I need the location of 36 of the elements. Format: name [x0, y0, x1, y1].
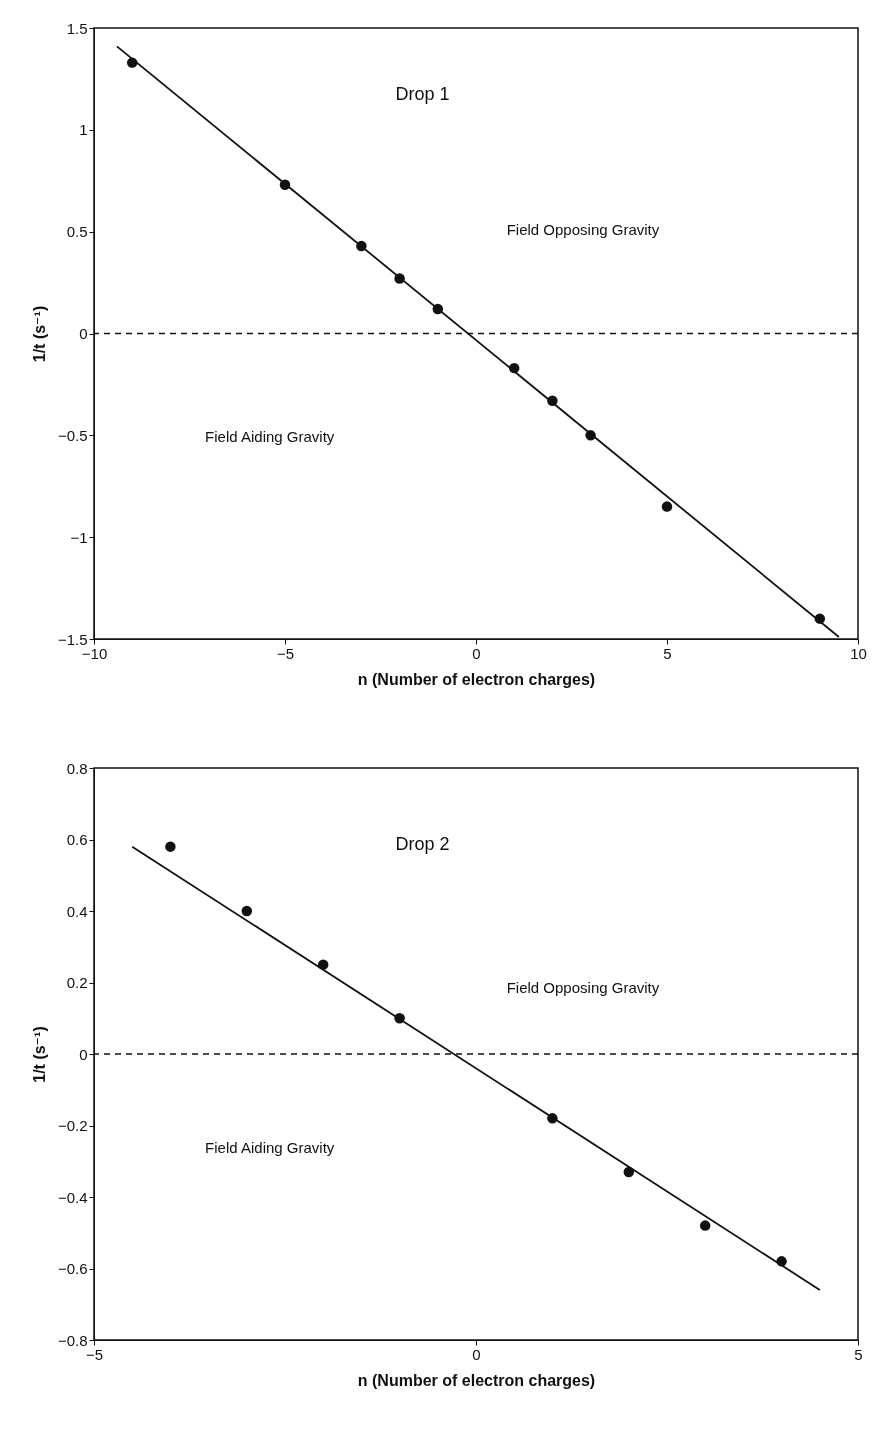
y-axis-title: 1/t (s⁻¹)	[30, 305, 48, 363]
y-tick-label: −0.4	[57, 1188, 88, 1206]
y-axis-title: 1/t (s⁻¹)	[30, 1026, 48, 1083]
y-tick-label: −0.8	[57, 1331, 88, 1349]
x-axis-title: n (Number of electron charges)	[357, 1371, 596, 1389]
y-tick-label: −0.2	[57, 1117, 88, 1134]
point	[661, 501, 673, 512]
x-tick-label: −5	[85, 1345, 104, 1363]
y-tick-label: 0.8	[66, 759, 88, 777]
y-tick-label: 0	[79, 1045, 88, 1063]
y-tick-label: −0.6	[57, 1260, 88, 1277]
x-tick-label: 5	[854, 1345, 863, 1363]
x-axis-title: n (Number of electron charges)	[357, 670, 596, 688]
annotation: Field Aiding Gravity	[205, 1139, 335, 1157]
x-tick-label: 5	[663, 644, 672, 662]
point	[165, 841, 176, 852]
annotation: Field Opposing Gravity	[506, 979, 660, 997]
annotation: Field Opposing Gravity	[506, 220, 660, 238]
y-tick-label: −1	[70, 528, 88, 546]
y-tick-label: 0.6	[66, 831, 88, 848]
y-tick-label: 1	[79, 121, 88, 139]
y-tick-label: −0.5	[57, 426, 88, 444]
point	[241, 905, 253, 917]
y-tick-label: 0	[79, 325, 88, 342]
y-tick-label: 0.5	[66, 223, 88, 241]
x-tick-label: 0	[472, 1345, 481, 1363]
point	[699, 1220, 711, 1231]
annotation: Field Aiding Gravity	[205, 428, 335, 446]
text: Drop 1	[395, 84, 450, 105]
x-tick-label: 10	[850, 644, 867, 662]
text: Drop 2	[395, 834, 450, 855]
x-tick-label: −5	[276, 644, 295, 662]
x-tick-label: 0	[472, 644, 481, 662]
y-tick-label: 1.5	[66, 19, 88, 37]
y-tick-label: 0.2	[66, 974, 88, 991]
y-tick-label: 0.4	[66, 902, 88, 920]
